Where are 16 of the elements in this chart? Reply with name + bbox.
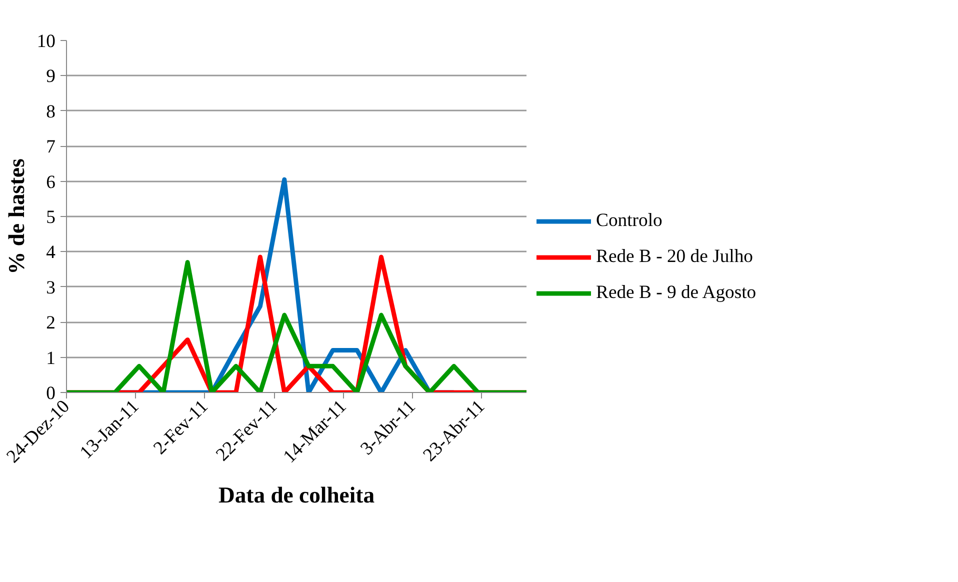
y-axis-title: % de hastes [4, 158, 29, 274]
y-tick-label: 7 [46, 136, 56, 158]
y-tick-label: 1 [46, 348, 56, 369]
y-tick-label: 3 [46, 277, 56, 298]
y-tick-label: 0 [46, 383, 56, 404]
y-tick-label: 5 [46, 207, 56, 228]
legend-label: Rede B - 9 de Agosto [596, 282, 756, 304]
y-tick-label: 8 [46, 101, 56, 122]
legend-label: Rede B - 20 de Julho [596, 246, 754, 268]
x-axis-title: Data de colheita [218, 482, 375, 508]
legend-label: Controlo [596, 210, 662, 232]
y-tick-label: 9 [46, 66, 56, 88]
y-tick-label: 10 [36, 31, 56, 52]
y-tick-label: 6 [46, 172, 56, 193]
y-tick-label: 2 [46, 312, 56, 334]
y-tick-label: 4 [46, 242, 56, 264]
